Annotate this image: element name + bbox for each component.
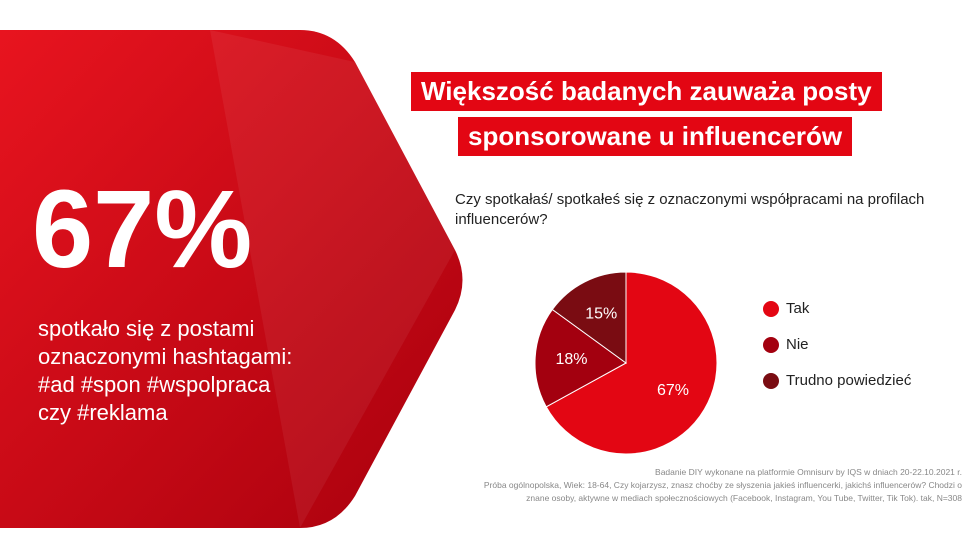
slice-label: 15%	[585, 306, 617, 323]
footnote: Badanie DIY wykonane na platformie Omnis…	[655, 467, 962, 477]
footnote: znane osoby, aktywne w mediach społeczno…	[526, 493, 962, 503]
chart-title: sponsorowane u influencerów	[458, 117, 853, 156]
slice-label: 18%	[555, 351, 587, 368]
legend-marker	[763, 301, 779, 317]
chart-title: Większość badanych zauważa posty	[411, 72, 882, 111]
legend-label: Nie	[786, 336, 809, 353]
pie-slice	[534, 308, 627, 408]
pie-slice	[551, 271, 627, 364]
pie-slice	[545, 271, 718, 455]
background-facet	[210, 30, 455, 528]
legend-label: Trudno powiedzieć	[786, 372, 912, 389]
hero-figure: 67%	[32, 168, 253, 291]
legend-marker	[763, 373, 779, 389]
legend-label: Tak	[786, 300, 810, 317]
legend-marker	[763, 337, 779, 353]
slice-label: 67%	[657, 382, 689, 399]
footnote: Próba ogólnopolska, Wiek: 18-64, Czy koj…	[483, 480, 962, 490]
hero-text: oznaczonymi hashtagami:	[38, 344, 293, 369]
background-shape	[0, 30, 463, 528]
hero-text: czy #reklama	[38, 400, 168, 425]
hero-text: #ad #spon #wspolpraca	[38, 372, 271, 397]
hero-text: spotkało się z postami	[38, 316, 255, 341]
chart-subtitle: Czy spotkałaś/ spotkałeś się z oznaczony…	[455, 191, 925, 228]
